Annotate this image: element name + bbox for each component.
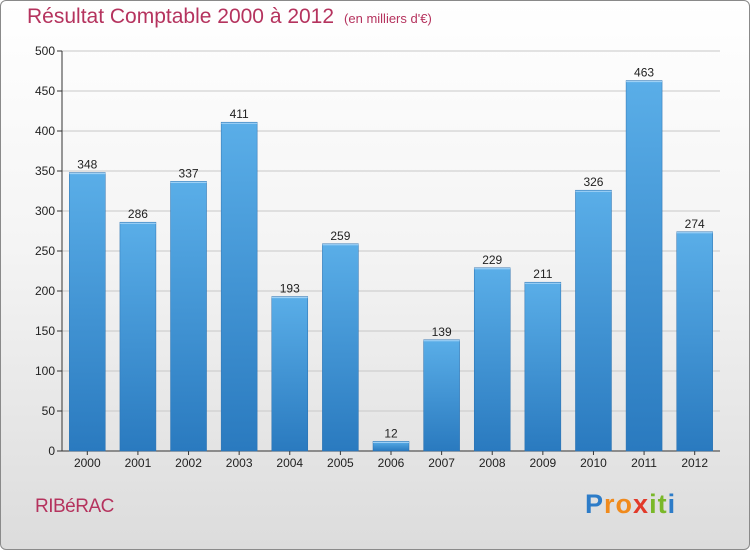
bar [625,80,663,452]
chart-title: Résultat Comptable 2000 à 2012 (en millie… [27,5,432,29]
y-tick-label: 400 [35,124,55,138]
bar-value-label: 286 [128,207,148,221]
bar [322,243,359,452]
bar-value-label: 211 [533,267,552,281]
bar [271,296,309,452]
y-tick-label: 200 [35,284,55,298]
grid-lines [62,50,720,412]
x-tick-label: 2006 [378,456,405,470]
bar-value-label: 259 [330,229,350,243]
y-tick-label: 300 [35,204,55,218]
bar [676,231,713,452]
brand-letter: o [615,489,634,519]
bar [69,172,106,452]
x-tick-label: 2005 [327,456,354,470]
y-tick-label: 150 [35,324,55,338]
brand-letter: t [657,489,668,519]
y-tick-label: 100 [35,364,55,378]
brand-letter: i [667,489,677,519]
bar-value-label: 274 [685,217,705,231]
y-tick-label: 450 [35,84,55,98]
x-tick-label: 2001 [125,456,152,470]
bar [473,267,511,452]
bar [423,339,460,452]
bar-value-label: 193 [280,282,300,296]
bar-value-label: 337 [179,166,199,180]
x-tick-label: 2012 [681,456,708,470]
bar [220,121,258,452]
x-tick-label: 2003 [226,456,253,470]
brand-letter: r [604,489,616,519]
x-tick-label: 2008 [479,456,506,470]
y-tick-label: 250 [35,244,55,258]
bar [170,181,207,452]
chart-title-text: Résultat Comptable 2000 à 2012 [27,5,335,28]
bar-value-label: 12 [384,426,398,440]
bar-value-label: 139 [432,325,452,339]
bar [524,281,562,452]
town-name: RIBéRAC [35,496,114,517]
axes: 0 50 100 150 200 250 300 350 400 450 500 2000 2001 20… [35,44,720,470]
bar-value-label: 411 [230,107,249,121]
bar [575,189,612,452]
brand-logo: Proxiti [585,489,676,520]
brand-letter: P [585,489,605,519]
y-tick-label: 350 [35,164,55,178]
bars [69,80,713,452]
x-tick-label: 2002 [175,456,202,470]
x-tick-label: 2000 [74,456,101,470]
labels: 348 286 337 411 193 259 12 139 229 211 326 463 274 [77,66,705,441]
brand-letter: i [649,489,658,519]
y-tick-label: 50 [42,404,56,418]
bar [119,221,157,452]
brand-letter: x [633,489,650,519]
bar-value-label: 463 [634,66,654,80]
bar-value-label: 348 [77,158,97,172]
x-tick-label: 2004 [276,456,303,470]
x-tick-label: 2007 [428,456,455,470]
y-tick-label: 0 [48,444,55,458]
y-tick-label: 500 [35,44,55,58]
bar-value-label: 326 [583,175,603,189]
x-tick-label: 2010 [580,456,607,470]
x-tick-label: 2009 [529,456,556,470]
bar-value-label: 229 [482,253,502,267]
x-tick-label: 2011 [631,456,657,470]
chart-subtitle: (en milliers d'€) [344,11,432,26]
bar [372,441,410,452]
